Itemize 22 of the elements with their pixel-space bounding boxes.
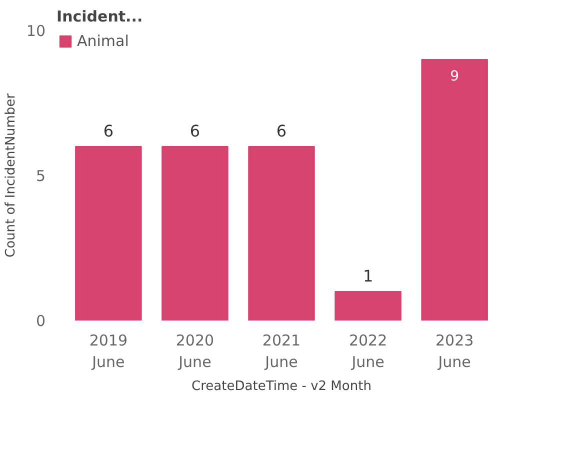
x-tick-label: 2020 June <box>176 332 214 372</box>
data-label: 6 <box>276 122 287 140</box>
x-tick-label: 2023 June <box>435 332 474 372</box>
data-label: 9 <box>450 68 460 84</box>
y-axis-title: Count of IncidentNumber <box>3 92 18 258</box>
y-tick-label: 10 <box>26 22 46 40</box>
x-tick-label: 2019 June <box>89 332 128 372</box>
y-tick-label: 5 <box>36 167 46 185</box>
data-label: 1 <box>362 266 374 286</box>
y-tick-label: 0 <box>36 312 46 330</box>
x-axis-title: CreateDateTime - v2 Month <box>192 379 372 394</box>
legend-title: Incident... <box>56 8 143 26</box>
bar <box>334 291 402 320</box>
bar <box>248 146 315 320</box>
x-tick-label: 2022 June <box>348 332 388 372</box>
x-tick-label: 2021 June <box>262 332 301 372</box>
data-label: 6 <box>190 122 200 140</box>
bar <box>162 146 228 320</box>
bar <box>75 146 142 320</box>
bar <box>421 59 488 320</box>
data-label: 6 <box>103 122 114 140</box>
legend-label: Animal <box>77 32 129 50</box>
